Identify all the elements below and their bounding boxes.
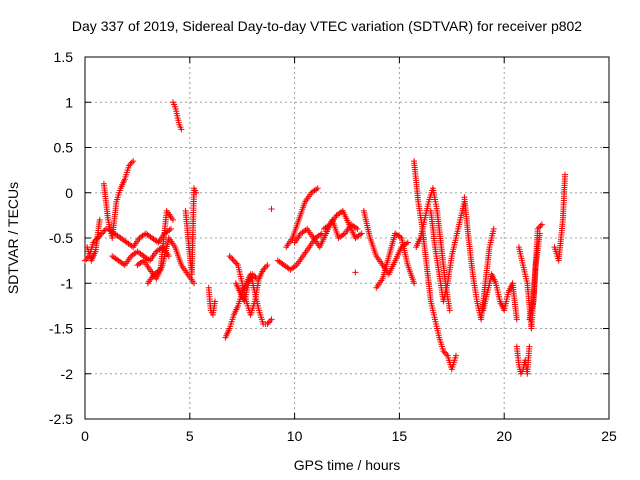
data-point <box>314 185 321 192</box>
x-tick-label: 25 <box>601 428 617 444</box>
data-point <box>82 257 88 264</box>
data-points <box>82 99 568 377</box>
data-point <box>100 229 107 235</box>
chart-title: Day 337 of 2019, Sidereal Day-to-day VTE… <box>72 18 582 34</box>
data-point <box>191 280 197 287</box>
data-point <box>358 230 365 237</box>
data-point <box>167 225 174 232</box>
data-point <box>98 230 105 237</box>
y-tick-label: -1.5 <box>49 321 73 337</box>
x-tick-label: 10 <box>287 428 303 444</box>
data-point <box>130 158 137 165</box>
y-tick-label: -0.5 <box>49 230 73 246</box>
y-tick-label: 1 <box>65 94 73 110</box>
data-point <box>83 256 90 263</box>
data-point <box>264 262 271 269</box>
data-point <box>128 159 135 166</box>
data-point <box>562 171 568 178</box>
data-point <box>538 221 545 228</box>
data-point <box>537 222 544 229</box>
data-point <box>268 206 275 212</box>
data-point <box>453 352 459 359</box>
data-point <box>526 343 533 350</box>
data-point <box>490 225 497 232</box>
data-point <box>265 319 272 326</box>
y-tick-label: 0 <box>65 185 73 201</box>
y-tick-label: -2.5 <box>49 411 73 427</box>
data-point <box>232 259 239 266</box>
data-point <box>411 280 418 287</box>
x-axis-label: GPS time / hours <box>294 457 401 473</box>
y-tick-label: -2 <box>61 366 74 382</box>
x-tick-label: 0 <box>81 428 89 444</box>
data-point <box>228 254 234 261</box>
data-point <box>96 216 103 223</box>
data-point <box>178 126 185 133</box>
x-tick-label: 15 <box>392 428 408 444</box>
y-tick-label: -1 <box>61 275 74 291</box>
data-point <box>404 239 411 246</box>
data-point <box>268 316 275 323</box>
data-point <box>165 253 172 260</box>
data-point <box>193 189 200 196</box>
data-point <box>212 298 218 305</box>
y-axis-label: SDTVAR / TECUs <box>5 182 21 294</box>
data-point <box>170 216 176 223</box>
y-tick-label: 0.5 <box>54 140 74 156</box>
data-point <box>230 257 237 264</box>
data-point <box>446 307 453 314</box>
data-point <box>352 269 359 276</box>
x-tick-label: 20 <box>496 428 512 444</box>
data-point <box>354 225 361 232</box>
x-tick-label: 5 <box>186 428 194 444</box>
data-point <box>536 224 543 231</box>
y-tick-label: 1.5 <box>54 49 74 65</box>
data-point <box>229 256 236 263</box>
data-point <box>253 275 260 282</box>
data-point <box>513 316 520 323</box>
data-point <box>226 253 233 260</box>
ticks: 0 5 10 15 20 25 -2.5 -2 -1.5 -1 -0.5 0 0.5 1 1.5 <box>49 49 617 444</box>
